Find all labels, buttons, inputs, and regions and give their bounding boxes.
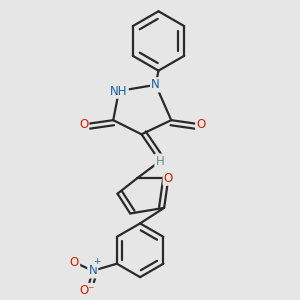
- Text: +: +: [93, 257, 101, 266]
- Text: O: O: [164, 172, 173, 184]
- Text: O⁻: O⁻: [80, 284, 95, 297]
- Text: H: H: [155, 155, 164, 168]
- Text: N: N: [151, 78, 160, 91]
- Text: O: O: [196, 118, 206, 131]
- Text: O: O: [70, 256, 79, 269]
- Text: N: N: [88, 264, 97, 277]
- Text: NH: NH: [110, 85, 128, 98]
- Text: O: O: [79, 118, 88, 131]
